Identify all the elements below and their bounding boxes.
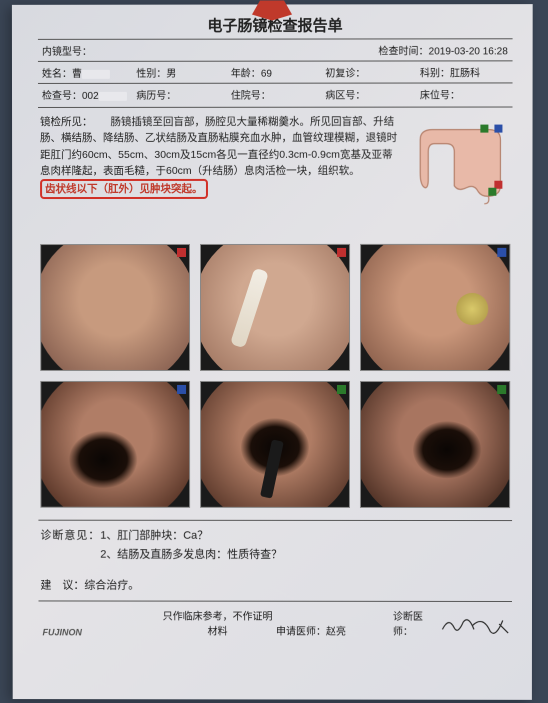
header-row-2: 姓名：曹 性别：男 年龄：69 初复诊： 科别：肛肠科	[38, 60, 513, 83]
colon-diagram	[410, 118, 510, 208]
record-no-field: 病历号：	[136, 87, 224, 102]
report-page: 电子肠镜检查报告单 内镜型号： 检查时间：2019-03-20 16:28 姓名…	[12, 4, 533, 700]
image-marker	[337, 385, 346, 394]
diagram-marker	[488, 188, 496, 196]
findings-block: 镜检所见：肠镜插镜至回盲部，肠腔见大量稀糊羹水。所见回盲部、升结肠、横结肠、降结…	[38, 110, 512, 215]
endoscopy-image	[40, 381, 190, 508]
header-row-1: 内镜型号： 检查时间：2019-03-20 16:28	[38, 38, 513, 61]
redacted-name	[82, 70, 110, 79]
sex-field: 性别：男	[136, 65, 224, 80]
exam-time-field: 检查时间：2019-03-20 16:28	[378, 42, 508, 57]
brand-label: FUJINON	[41, 627, 160, 637]
endoscopy-image	[40, 244, 190, 371]
endoscopy-images-grid	[38, 238, 512, 514]
dept-field: 科别：肛肠科	[420, 64, 509, 79]
image-marker	[337, 248, 346, 257]
header-row-3: 检查号：002 病历号： 住院号： 病区号： 床位号：	[38, 82, 513, 105]
findings-body: 肠镜插镜至回盲部，肠腔见大量稀糊羹水。所见回盲部、升结肠、横结肠、降结肠、乙状结…	[40, 116, 397, 177]
doctor-signature	[438, 611, 510, 637]
exam-no-field: 检查号：002	[42, 87, 130, 102]
findings-text: 镜检所见：肠镜插镜至回盲部，肠腔见大量稀糊羹水。所见回盲部、升结肠、横结肠、降结…	[40, 114, 400, 208]
bed-no-field: 床位号：	[420, 86, 509, 101]
name-field: 姓名：曹	[42, 65, 130, 80]
diagnosis-line-2: 2、结肠及直肠多发息肉：性质待查？	[100, 549, 282, 561]
inpatient-no-field: 住院号：	[231, 87, 320, 102]
image-marker	[177, 248, 186, 257]
endoscope-model-field: 内镜型号：	[42, 43, 172, 58]
image-marker	[497, 385, 506, 394]
endoscopy-image	[200, 244, 350, 371]
endoscopy-image	[200, 381, 350, 508]
highlighted-finding: 齿状线以下（肛外）见肿块突起。	[40, 179, 207, 199]
diagnosis-section: 诊断意见：1、肛门部肿块：Ca？ 诊断意见：2、结肠及直肠多发息肉：性质待查？	[38, 520, 512, 569]
redacted-exam-no	[99, 92, 127, 101]
visit-field: 初复诊：	[325, 64, 414, 79]
suggestion-text: 综合治疗。	[84, 579, 139, 591]
diagram-marker	[480, 125, 488, 133]
suggestion-label: 建 议：	[40, 579, 84, 591]
diagnosis-line-1: 1、肛门部肿块：Ca？	[100, 530, 208, 542]
diagnosis-doctor: 诊断医师：	[393, 607, 510, 637]
image-marker	[177, 385, 186, 394]
diagnosis-label: 诊断意见：	[40, 530, 100, 542]
applicant-doctor: 申请医师：赵亮	[276, 622, 393, 637]
age-field: 年龄：69	[231, 65, 320, 80]
diagram-marker	[494, 125, 502, 133]
image-marker	[497, 248, 506, 257]
findings-label: 镜检所见：	[40, 116, 92, 128]
ward-no-field: 病区号：	[325, 87, 414, 102]
footer-row: FUJINON 只作临床参考，不作证明材料 申请医师：赵亮 诊断医师：	[39, 600, 512, 639]
endoscopy-image	[360, 381, 510, 508]
endoscopy-image	[360, 244, 510, 371]
footer-note: 只作临床参考，不作证明材料	[159, 607, 276, 637]
suggestion-section: 建 议：综合治疗。	[38, 568, 512, 600]
